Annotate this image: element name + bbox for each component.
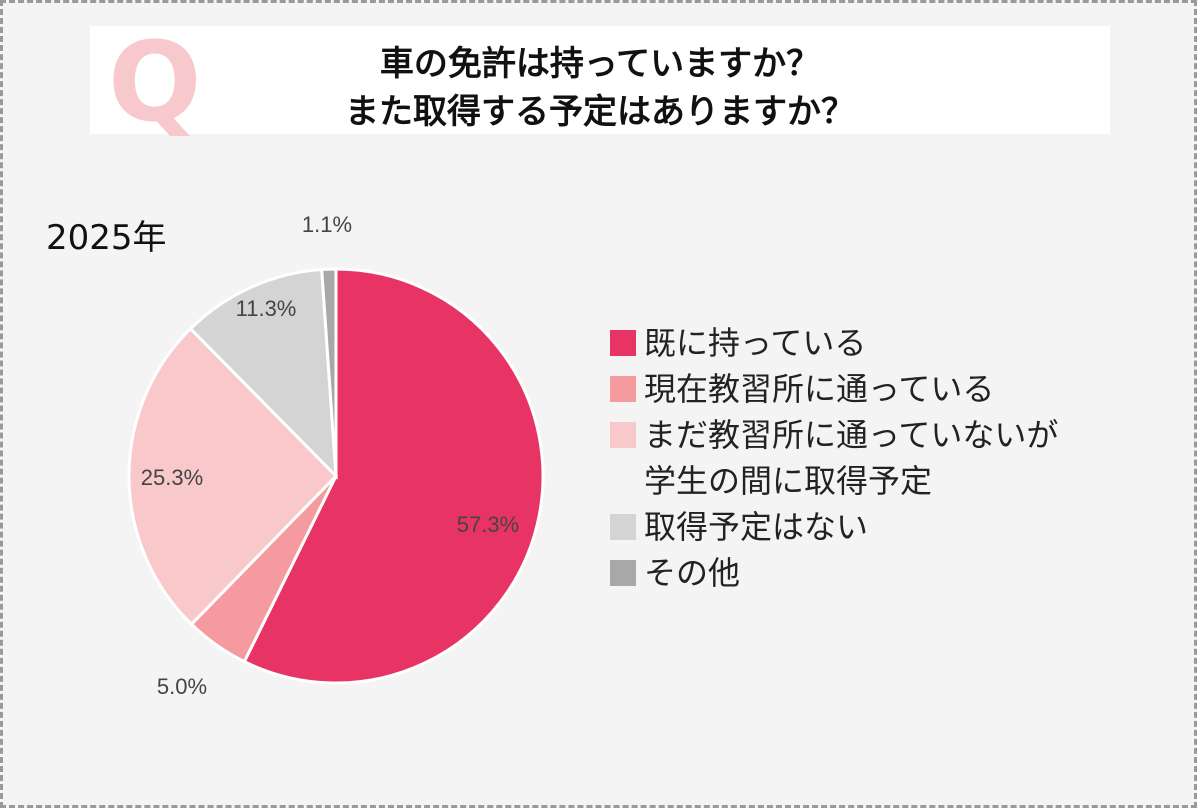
pie-slice-0	[242, 267, 545, 685]
legend-item-4: その他	[610, 550, 1170, 596]
legend-swatch-0	[610, 330, 636, 356]
legend-item-2: まだ教習所に通っていないが 学生の間に取得予定	[610, 412, 1170, 504]
slice-value-label-1: 5.0%	[157, 674, 207, 699]
pie-slice-3	[188, 267, 338, 480]
question-line-2: また取得する予定はありますか？	[345, 92, 855, 132]
legend-swatch-3	[610, 514, 636, 540]
year-label: 2025年	[46, 218, 167, 258]
slice-value-label-4: 1.1%	[302, 212, 352, 237]
legend-label-1: 現在教習所に通っている	[644, 370, 995, 408]
legend-label-4: その他	[644, 554, 741, 592]
chart-legend: 既に持っている現在教習所に通っているまだ教習所に通っていないが 学生の間に取得予…	[610, 320, 1170, 596]
legend-label-2: まだ教習所に通っていないが 学生の間に取得予定	[644, 416, 1059, 500]
pie-slice-4	[320, 267, 338, 477]
question-header: Q 車の免許は持っていますか？ また取得する予定はありますか？	[90, 22, 1110, 142]
legend-item-1: 現在教習所に通っている	[610, 366, 1170, 412]
slice-value-label-3: 11.3%	[236, 296, 297, 321]
q-mark: Q	[108, 18, 202, 146]
legend-swatch-4	[610, 560, 636, 586]
slice-value-label-0: 57.3%	[457, 512, 519, 537]
question-line-1: 車の免許は持っていますか？	[379, 44, 821, 84]
slice-value-label-2: 25.3%	[141, 465, 203, 490]
pie-slice-2	[127, 326, 339, 627]
legend-swatch-2	[610, 422, 636, 448]
legend-label-3: 取得予定はない	[644, 508, 869, 546]
legend-swatch-1	[610, 376, 636, 402]
legend-label-0: 既に持っている	[644, 324, 867, 362]
legend-item-0: 既に持っている	[610, 320, 1170, 366]
legend-item-3: 取得予定はない	[610, 504, 1170, 550]
